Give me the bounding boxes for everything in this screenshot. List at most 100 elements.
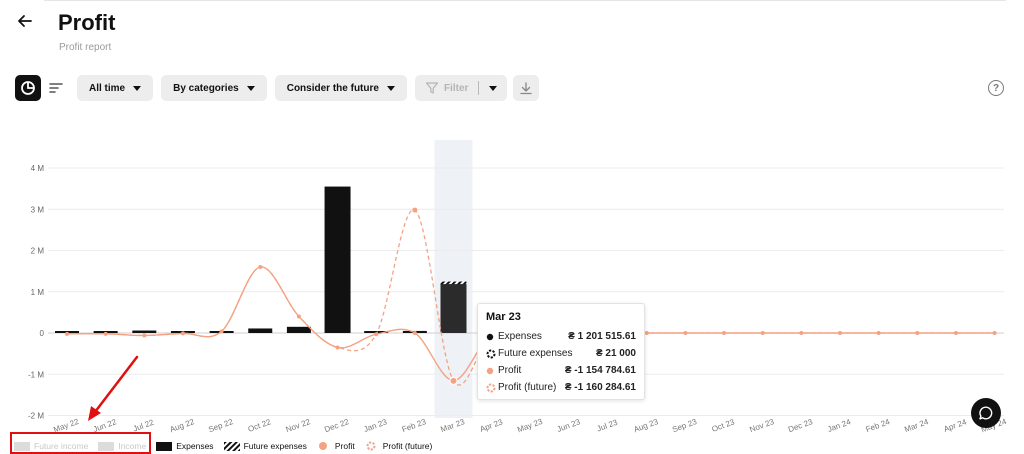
page-subtitle: Profit report	[59, 42, 112, 53]
legend-item-income[interactable]: Income	[98, 441, 146, 451]
tooltip-label: Expenses	[498, 331, 542, 342]
profit-future-dot-icon	[486, 383, 498, 393]
legend-item-profit[interactable]: Profit	[317, 441, 355, 451]
filter-control: Filter	[414, 75, 508, 101]
tooltip-row-profit-future: Profit (future) ₴ -1 160 284.61	[486, 379, 636, 396]
tooltip-row-profit: Profit ₴ -1 154 784.61	[486, 362, 636, 379]
tooltip-value: ₴ 21 000	[595, 348, 636, 359]
tooltip-value: ₴ -1 154 784.61	[564, 365, 636, 376]
legend-label: Profit (future)	[382, 441, 433, 451]
tooltip-row-future-expenses: Future expenses ₴ 21 000	[486, 345, 636, 362]
grouping-label: By categories	[173, 82, 239, 94]
legend-swatch	[156, 441, 173, 451]
profit-point	[258, 265, 263, 269]
profit-point	[992, 331, 997, 335]
y-tick-label: 0	[40, 329, 45, 338]
period-label: All time	[89, 82, 126, 94]
top-divider	[44, 0, 1006, 1]
profit-point	[838, 331, 842, 335]
profit-point	[876, 331, 881, 335]
tooltip-value: ₴ -1 160 284.61	[564, 382, 636, 393]
tooltip-title: Mar 23	[486, 311, 521, 323]
legend-label: Expenses	[176, 441, 214, 451]
y-tick-label: -1 M	[28, 370, 44, 379]
profit-future-point	[412, 207, 418, 213]
expenses-bar	[248, 328, 273, 333]
expenses-bar	[364, 331, 389, 333]
list-view-button[interactable]	[43, 75, 69, 101]
profit-point	[65, 331, 69, 336]
chat-bubble-icon	[979, 406, 993, 420]
back-arrow-icon[interactable]	[16, 12, 34, 30]
toolbar: All time By categories Consider the futu…	[15, 75, 540, 101]
y-tick-label: 4 M	[31, 164, 45, 173]
legend-item-future-expenses[interactable]: Future expenses	[223, 441, 307, 451]
tooltip-value: ₴ 1 201 515.61	[568, 331, 636, 342]
profit-dot-icon	[486, 367, 498, 375]
chart-tooltip: Mar 23 Expenses ₴ 1 201 515.61 Future ex…	[477, 303, 645, 400]
legend-swatch	[14, 441, 30, 451]
profit-point	[103, 331, 108, 336]
legend-swatch	[98, 441, 115, 451]
expenses-bar	[286, 326, 311, 333]
legend-item-expenses[interactable]: Expenses	[156, 441, 214, 451]
profit-point	[142, 333, 147, 338]
filter-button[interactable]: Filter	[415, 75, 478, 101]
legend-label: Future expenses	[243, 441, 307, 451]
download-button[interactable]	[513, 75, 540, 101]
legend-dot-profit-future	[366, 441, 376, 451]
future-dropdown[interactable]: Consider the future	[274, 75, 407, 101]
annotation-highlight-box	[10, 432, 151, 454]
pie-chart-icon	[21, 81, 35, 95]
chevron-down-icon	[133, 85, 142, 91]
y-tick-label: -2 M	[28, 412, 44, 421]
profit-point	[335, 345, 340, 350]
list-lines-icon	[49, 83, 63, 93]
profit-point	[296, 314, 301, 319]
funnel-icon	[425, 82, 439, 94]
future-expenses-bar	[440, 281, 467, 285]
future-expenses-dot-icon	[486, 349, 498, 359]
profit-point	[180, 331, 185, 336]
tooltip-row-expenses: Expenses ₴ 1 201 515.61	[486, 328, 636, 345]
profit-point	[722, 331, 727, 335]
profit-point	[412, 331, 417, 335]
period-dropdown[interactable]: All time	[77, 75, 154, 101]
filter-dropdown-button[interactable]	[479, 75, 507, 101]
legend-swatch-hatched	[223, 441, 240, 451]
chevron-down-icon	[386, 85, 395, 91]
expenses-bar	[324, 186, 351, 333]
profit-point	[683, 331, 688, 335]
help-icon[interactable]: ?	[988, 80, 1004, 96]
y-tick-label: 1 M	[31, 288, 45, 297]
filter-label: Filter	[443, 82, 469, 94]
chevron-down-icon	[489, 85, 498, 91]
filter-divider	[478, 81, 480, 95]
tooltip-label: Profit (future)	[498, 382, 557, 393]
highlight-band-group	[434, 140, 473, 418]
legend-item-future-income[interactable]: Future income	[14, 441, 88, 451]
legend-label: Income	[118, 441, 147, 451]
profit-point	[219, 329, 224, 334]
legend-label: Future income	[34, 441, 89, 451]
download-icon	[520, 82, 533, 95]
profit-point	[760, 331, 765, 335]
profit-point	[644, 331, 649, 335]
chat-button[interactable]	[971, 398, 1001, 428]
y-tick-label: 3 M	[31, 205, 45, 214]
expenses-bar	[440, 283, 467, 333]
profit-point	[374, 332, 379, 337]
chart-view-button[interactable]	[15, 75, 41, 101]
profit-point	[953, 331, 958, 335]
expenses-dot-icon	[486, 333, 498, 341]
grouping-dropdown[interactable]: By categories	[161, 75, 267, 101]
profit-point	[799, 331, 804, 335]
tooltip-label: Profit	[498, 365, 522, 376]
y-tick-label: 2 M	[31, 247, 45, 256]
legend-item-profit-future[interactable]: Profit (future)	[365, 441, 433, 451]
tooltip-label: Future expenses	[498, 348, 573, 359]
y-tick-group: 4 M 3 M 2 M 1 M 0 -1 M -2 M	[28, 164, 45, 421]
highlight-band	[434, 140, 473, 418]
expenses-bar	[132, 330, 157, 333]
